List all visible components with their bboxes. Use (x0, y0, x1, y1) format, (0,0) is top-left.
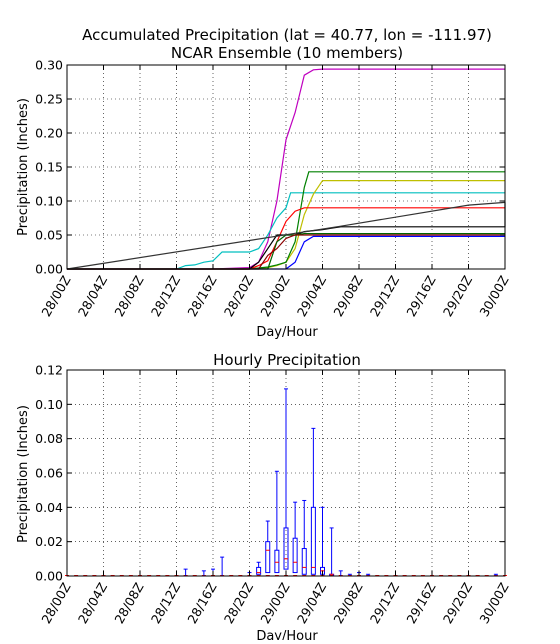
chart-title: Hourly Precipitation (213, 351, 361, 369)
x-tick-label: 30/00Z (476, 273, 511, 319)
series-line-0 (67, 68, 505, 270)
plot-frame (66, 369, 506, 577)
x-tick-label: 29/08Z (330, 273, 365, 319)
x-tick-label: 29/00Z (257, 273, 292, 319)
x-tick-label: 29/16Z (403, 580, 438, 626)
x-tick-label: 28/20Z (221, 273, 256, 319)
accumulated-precip-chart: Accumulated Precipitation (lat = 40.77, … (16, 26, 512, 340)
box (265, 541, 271, 574)
box (256, 566, 262, 575)
y-tick-label: 0.08 (35, 431, 63, 446)
grid-lines (67, 65, 505, 269)
grid-lines (67, 370, 505, 576)
y-tick-label: 0.04 (35, 500, 63, 515)
x-tick-label: 28/16Z (184, 273, 219, 319)
plot-frame (66, 64, 506, 270)
x-tick-label: 29/12Z (367, 580, 402, 626)
box (310, 506, 316, 575)
y-tick-label: 0.20 (35, 126, 63, 141)
x-tick-label: 29/20Z (440, 580, 475, 626)
y-axis-label: Precipitation (Inches) (16, 405, 31, 543)
y-tick-label: 0.10 (35, 397, 63, 412)
x-tick-label: 29/00Z (257, 580, 292, 626)
x-tick-label: 28/16Z (184, 580, 219, 626)
x-axis-label: Day/Hour (256, 325, 318, 340)
x-tick-label: 28/00Z (38, 580, 73, 626)
x-tick-label: 28/04Z (75, 580, 110, 626)
series-line-1 (67, 192, 505, 270)
x-tick-label: 29/20Z (440, 273, 475, 319)
x-tick-label: 28/12Z (148, 580, 183, 626)
box (292, 537, 298, 574)
x-tick-label: 29/08Z (330, 580, 365, 626)
series-line-5 (67, 202, 506, 270)
y-axis-label: Precipitation (Inches) (16, 98, 31, 236)
y-tick-label: 0.00 (35, 569, 63, 584)
axes: 0.00 0.02 0.04 0.06 0.08 0.10 0.12 28/00Z 28/04Z… (35, 363, 511, 627)
x-axis-label: Day/Hour (256, 629, 318, 640)
box (274, 549, 280, 574)
series-line-3 (67, 171, 505, 270)
series-line-8 (67, 234, 505, 270)
x-tick-label: 28/08Z (111, 580, 146, 626)
x-tick-label: 28/12Z (148, 273, 183, 319)
y-tick-label: 0.15 (35, 160, 63, 175)
hourly-precip-chart: Hourly Precipitation 0.000.020.040.060.0… (16, 351, 512, 644)
y-tick-label: 0.00 (35, 262, 63, 277)
y-tick-label: 0.06 (35, 466, 63, 481)
x-tick-label: 29/12Z (367, 273, 402, 319)
chart-title: Accumulated Precipitation (lat = 40.77, … (82, 26, 492, 44)
y-tick-label: 0.05 (35, 228, 63, 243)
x-tick-label: 29/04Z (294, 580, 329, 626)
x-tick-label: 28/00Z (38, 273, 73, 319)
axes: 0.00 0.05 0.10 0.15 0.20 0.25 0.30 28/00Z 28/04Z… (35, 58, 511, 320)
y-tick-label: 0.10 (35, 194, 63, 209)
x-tick-label: 28/08Z (111, 273, 146, 319)
x-tick-label: 28/20Z (221, 580, 256, 626)
box (283, 527, 289, 570)
box (301, 548, 307, 575)
series-line-9 (66, 201, 506, 270)
chart-subtitle: NCAR Ensemble (10 members) (171, 44, 403, 62)
x-tick-label: 30/00Z (476, 580, 511, 626)
x-tick-label: 29/04Z (294, 273, 329, 319)
y-tick-label: 0.02 (35, 534, 63, 549)
y-tick-label: 0.25 (35, 92, 63, 107)
x-tick-label: 29/16Z (403, 273, 438, 319)
x-tick-label: 28/04Z (75, 273, 110, 319)
y-tick-label: 0.12 (35, 363, 63, 378)
box-plots (65, 388, 507, 577)
y-tick-label: 0.30 (35, 58, 63, 73)
